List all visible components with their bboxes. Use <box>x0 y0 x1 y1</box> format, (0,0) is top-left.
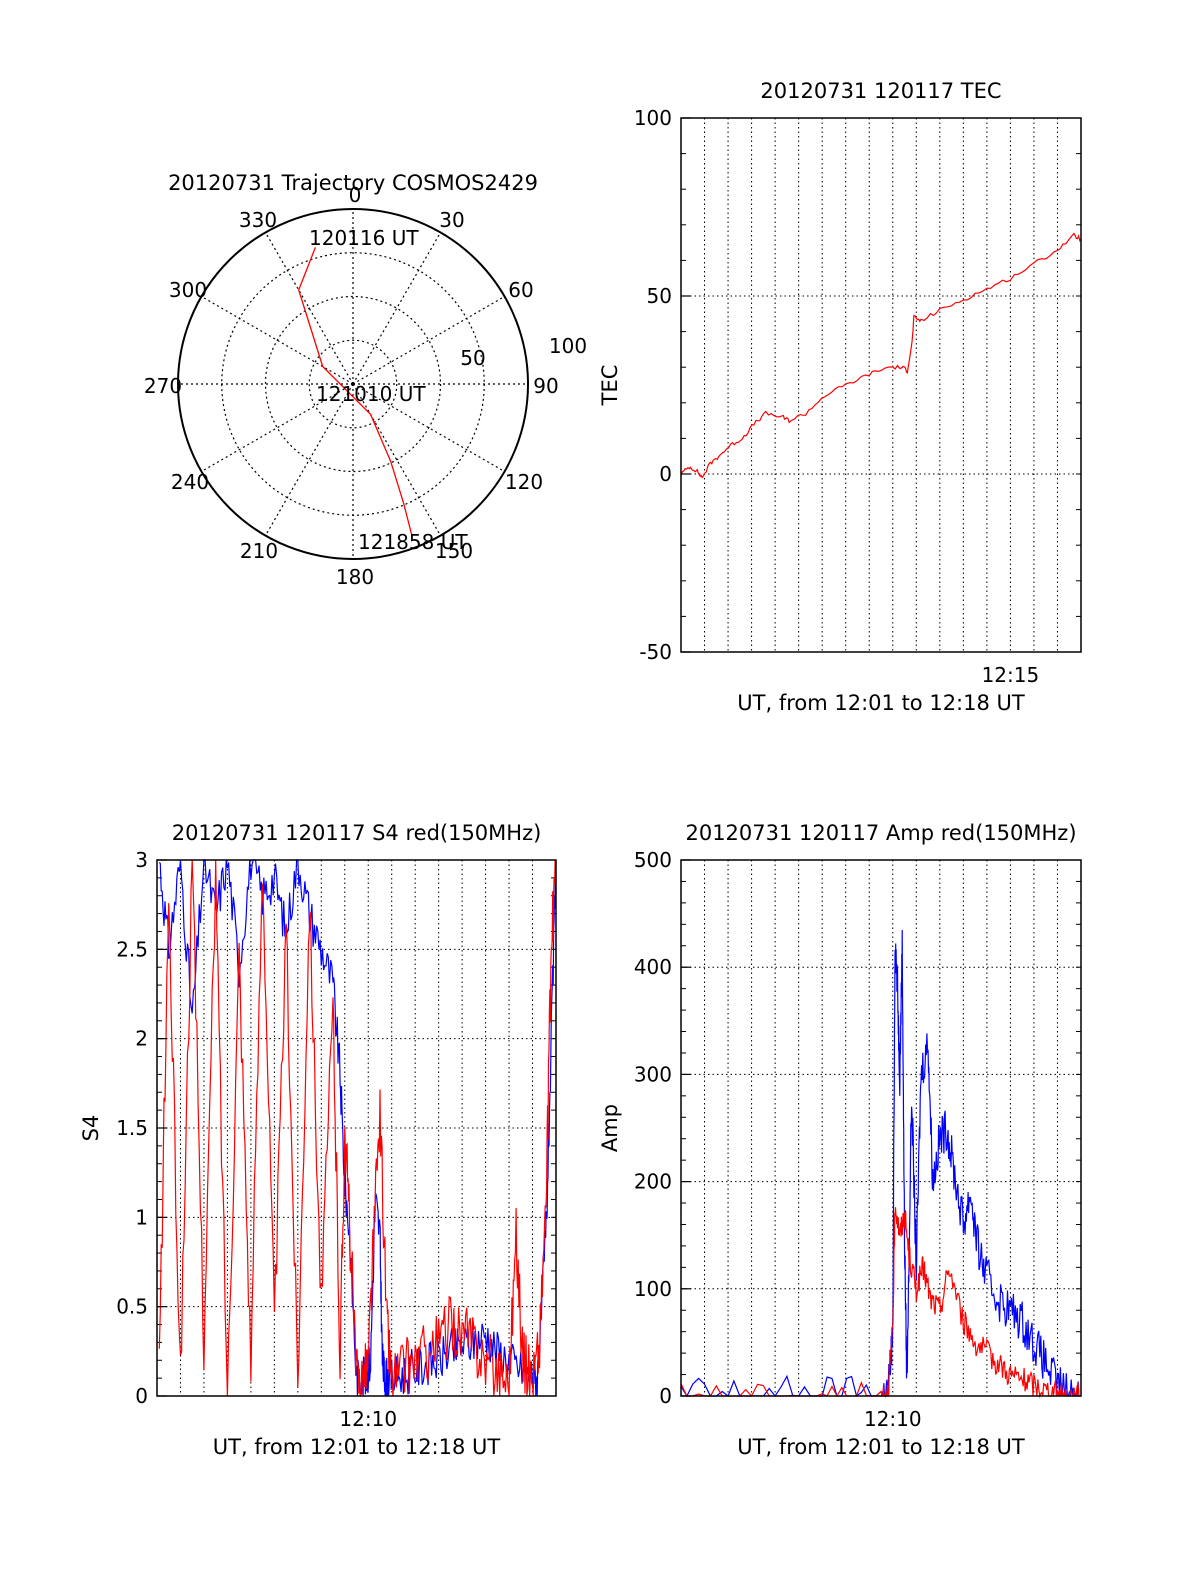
polar-grid-circle <box>264 295 442 473</box>
chart3-xlabel: UT, from 12:01 to 12:18 UT <box>737 1435 1025 1459</box>
chart3-ytick-label: 400 <box>634 955 672 979</box>
polar-azimuth-label: 120 <box>505 470 543 494</box>
polar-outer-circle <box>177 208 529 560</box>
polar-azimuth-label: 30 <box>439 208 464 232</box>
chart3-ytick-label: 500 <box>634 848 672 872</box>
polar-grid-spoke <box>352 383 505 473</box>
chart1-ytick-label: -50 <box>639 640 672 664</box>
chart2-ytick-label: 0 <box>135 1384 148 1408</box>
chart3-ylabel: Amp <box>598 1104 622 1152</box>
chart1-ytick-label: 0 <box>659 462 672 486</box>
polar-azimuth-label: 330 <box>239 208 277 232</box>
chart3-frame <box>680 859 1082 1397</box>
chart3-series-red-line <box>680 1207 1081 1399</box>
polar-grid-spoke <box>201 383 354 473</box>
chart2-xtick-label: 12:10 <box>339 1407 397 1431</box>
polar-annotation-start: 120116 UT <box>309 226 419 250</box>
chart1-ytick-label: 100 <box>634 106 672 130</box>
chart1-series-red-line <box>680 232 1082 479</box>
chart3-xtick-label: 12:10 <box>864 1407 922 1431</box>
chart3-series-blue-line <box>680 929 1081 1398</box>
chart2-ylabel: S4 <box>79 1115 103 1142</box>
polar-radial-label: 50 <box>460 346 485 370</box>
chart2-ytick-label: 3 <box>135 848 148 872</box>
chart2-ytick-label: 1.5 <box>116 1116 148 1140</box>
chart1-xlabel: UT, from 12:01 to 12:18 UT <box>737 691 1025 715</box>
polar-trajectory-line <box>298 247 413 535</box>
chart2-xlabel: UT, from 12:01 to 12:18 UT <box>213 1435 501 1459</box>
chart2-ytick-label: 2.5 <box>116 937 148 961</box>
chart2-series-red-line <box>158 859 557 1397</box>
polar-grid-spoke <box>352 295 505 385</box>
polar-annotation-mid: 121010 UT <box>316 382 426 406</box>
chart1-title: 20120731 120117 TEC <box>760 79 1001 103</box>
chart3-ytick-label: 100 <box>634 1277 672 1301</box>
polar-azimuth-label: 60 <box>508 278 533 302</box>
polar-azimuth-label: 180 <box>336 565 374 589</box>
chart2-grid <box>157 860 556 1396</box>
polar-grid <box>178 209 528 559</box>
polar-annotation-end: 121858 UT <box>358 530 468 554</box>
chart2-series-blue-line <box>158 859 557 1397</box>
chart2-ytick-label: 0.5 <box>116 1295 148 1319</box>
polar-azimuth-label: 0 <box>349 183 362 207</box>
polar-azimuth-label: 270 <box>144 374 182 398</box>
polar-azimuth-label: 90 <box>533 374 558 398</box>
polar-radial-label: 100 <box>549 334 587 358</box>
polar-grid-spoke <box>264 232 354 385</box>
chart2-ytick-label: 2 <box>135 1027 148 1051</box>
chart2-ytick-label: 1 <box>135 1205 148 1229</box>
chart2-title: 20120731 120117 S4 red(150MHz) <box>172 821 542 845</box>
chart3-ytick-label: 200 <box>634 1170 672 1194</box>
chart3-title: 20120731 120117 Amp red(150MHz) <box>685 821 1076 845</box>
polar-grid-spoke <box>352 232 442 385</box>
polar-grid-circle <box>308 339 398 429</box>
chart3-ytick-label: 300 <box>634 1062 672 1086</box>
chart1-ytick-label: 50 <box>647 284 672 308</box>
chart1-grid <box>681 118 1081 652</box>
polar-azimuth-label: 300 <box>169 278 207 302</box>
polar-title: 20120731 Trajectory COSMOS2429 <box>168 171 538 195</box>
polar-grid-spoke <box>264 383 354 536</box>
polar-grid-spoke <box>352 383 442 536</box>
chart1-frame <box>680 117 1082 653</box>
chart1-xtick-label: 12:15 <box>982 663 1040 687</box>
chart3-ytick-label: 0 <box>659 1384 672 1408</box>
polar-grid-spoke <box>201 295 354 385</box>
chart3-grid <box>681 860 1081 1396</box>
chart1-ylabel: TEC <box>598 365 622 407</box>
polar-azimuth-label: 240 <box>171 470 209 494</box>
polar-azimuth-label: 150 <box>435 539 473 563</box>
polar-azimuth-label: 210 <box>240 539 278 563</box>
